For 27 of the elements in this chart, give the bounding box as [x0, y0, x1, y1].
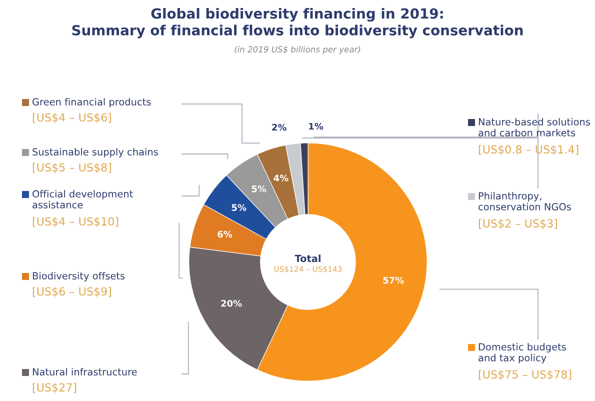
- legend-label: Green financial products: [32, 98, 151, 108]
- data-label: 4%: [274, 174, 288, 182]
- chart-subtitle: (in 2019 US$ billions per year): [234, 46, 360, 54]
- text: Total: [294, 254, 320, 262]
- text: [US$4 – US$10]: [32, 217, 118, 228]
- legend-label: Philanthropy, conservation NGOs: [478, 192, 571, 210]
- legend-label: Natural infrastructure: [32, 368, 137, 376]
- legend-label: Domestic budgets and tax policy: [478, 343, 566, 364]
- data-label: 6%: [218, 230, 232, 238]
- text: [US$6 – US$9]: [32, 287, 111, 298]
- data-label: 2%: [272, 124, 286, 131]
- data-label: 5%: [252, 185, 266, 192]
- data-label: 5%: [232, 204, 246, 211]
- data-label: 1%: [309, 122, 324, 130]
- text: [US$27]: [32, 383, 76, 394]
- text: [US$0.8 – US$1.4]: [478, 145, 578, 156]
- legend-label: Sustainable supply chains: [32, 148, 158, 158]
- data-label: 57%: [383, 276, 404, 284]
- text: [US$75 – US$78]: [478, 370, 572, 380]
- legend-label: Nature-based solutions and carbon markets: [478, 118, 590, 136]
- text: [US$2 – US$3]: [478, 219, 557, 230]
- chart-title: Global biodiversity financing in 2019: Summary of financial flows into biodiversity conservation: [72, 8, 523, 38]
- text: [US$5 – US$8]: [32, 163, 111, 174]
- legend-label: Official development assistance: [32, 190, 133, 208]
- data-label: 20%: [221, 300, 242, 307]
- legend-label: Biodiversity offsets: [32, 272, 125, 282]
- text: [US$4 – US$6]: [32, 113, 111, 124]
